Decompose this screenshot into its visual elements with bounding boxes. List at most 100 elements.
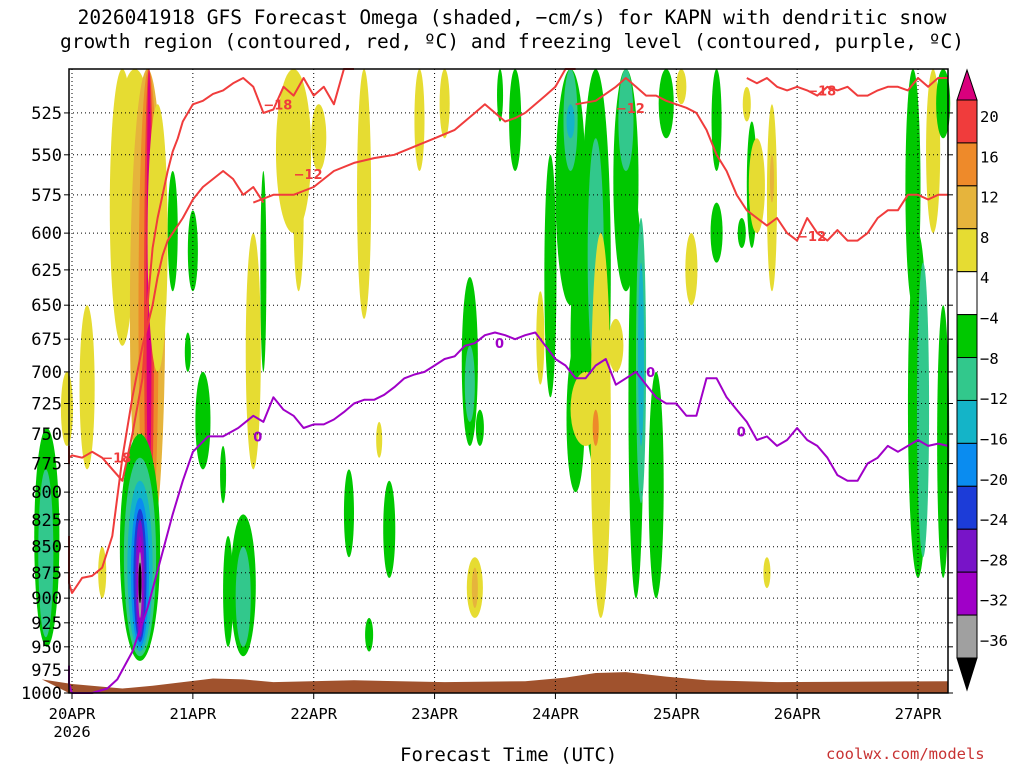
y-tick-label: 800 bbox=[31, 483, 62, 503]
y-tick-label: 825 bbox=[31, 511, 62, 531]
colorbar-label: −24 bbox=[980, 511, 1008, 529]
colorbar-band bbox=[956, 271, 978, 316]
contour-label-0: −18 bbox=[102, 452, 131, 467]
contour-label-7: 0 bbox=[495, 337, 504, 352]
y-tick-label: 725 bbox=[31, 394, 62, 414]
contour-line-0 bbox=[68, 68, 354, 482]
y-tick-label: 700 bbox=[31, 363, 62, 383]
colorbar-label: −12 bbox=[980, 390, 1008, 408]
contour-label-4: −12 bbox=[616, 102, 645, 117]
contour-lines bbox=[68, 68, 949, 694]
omega-shaded-region bbox=[916, 262, 930, 558]
contour-label-3: −12 bbox=[294, 168, 323, 183]
y-tick-label: 775 bbox=[31, 455, 62, 475]
colorbar-label: 20 bbox=[980, 108, 999, 126]
colorbar-label: −4 bbox=[980, 310, 999, 328]
y-axis: 525 550 575 600 625 650 675 700 725 750 775 800 825 8… bbox=[21, 104, 953, 704]
colorbar-label: −16 bbox=[980, 430, 1008, 448]
omega-shaded-region bbox=[685, 233, 698, 306]
chart-title-line-1: 2026041918 GFS Forecast Omega (shaded, −… bbox=[77, 6, 947, 29]
y-tick-label: 900 bbox=[31, 589, 62, 609]
colorbar-band bbox=[956, 528, 978, 573]
colorbar-band bbox=[956, 357, 978, 401]
omega-shaded-region bbox=[475, 409, 484, 446]
y-tick-label: 950 bbox=[31, 638, 62, 658]
omega-shaded-region bbox=[497, 69, 504, 122]
chart-title: 2026041918 GFS Forecast Omega (shaded, −… bbox=[0, 6, 1024, 54]
contour-label-6: 0 bbox=[253, 430, 262, 445]
omega-shaded-region bbox=[710, 202, 723, 263]
colorbar-label: 8 bbox=[980, 229, 989, 247]
y-tick-label: 875 bbox=[31, 564, 62, 584]
omega-shaded-region bbox=[590, 233, 611, 618]
colorbar-bottom-triangle bbox=[956, 657, 978, 692]
colorbar-label: −32 bbox=[980, 592, 1008, 610]
colorbar-band bbox=[956, 442, 978, 487]
omega-shaded-region bbox=[195, 371, 211, 470]
y-tick-label: 750 bbox=[31, 425, 62, 445]
y-tick-label: 650 bbox=[31, 296, 62, 316]
contour-label-1: −18 bbox=[263, 98, 292, 113]
x-tick-label: 25APR bbox=[653, 705, 700, 723]
omega-shaded-region bbox=[79, 305, 95, 470]
plot-frame bbox=[68, 68, 949, 694]
contour-line-1 bbox=[68, 170, 265, 595]
omega-shaded-region bbox=[235, 546, 251, 647]
omega-shaded-region bbox=[357, 69, 372, 319]
omega-shaded-region bbox=[471, 567, 478, 609]
x-tick-label: 24APR bbox=[532, 705, 579, 723]
x-axis: 20APR 21APR 22APR 23APR 24APR 25APR 26APR 27APR… bbox=[49, 693, 942, 741]
omega-shaded-region bbox=[648, 371, 664, 599]
y-tick-label: 625 bbox=[31, 261, 62, 281]
credit-text: coolwx.com/models bbox=[826, 745, 985, 763]
contour-line-4 bbox=[746, 77, 948, 97]
omega-shaded-region bbox=[414, 69, 425, 172]
omega-shaded-region bbox=[936, 69, 951, 139]
omega-shaded-region bbox=[38, 469, 54, 638]
y-tick-label: 600 bbox=[31, 224, 62, 244]
plot-background bbox=[69, 69, 948, 693]
y-tick-label: 575 bbox=[31, 186, 62, 206]
omega-shaded-region bbox=[293, 138, 304, 292]
colorbar-band bbox=[956, 399, 978, 444]
colorbar-band bbox=[956, 142, 978, 187]
colorbar-label: −28 bbox=[980, 551, 1008, 569]
chart-title-line-2: growth region (contoured, red, ºC) and f… bbox=[60, 30, 964, 53]
colorbar-band bbox=[956, 99, 978, 144]
y-tick-label: 1000 bbox=[21, 684, 62, 704]
colorbar-band bbox=[956, 485, 978, 530]
x-tick-label: 20APR bbox=[49, 705, 96, 723]
y-tick-label: 675 bbox=[31, 330, 62, 350]
colorbar-label: 16 bbox=[980, 148, 999, 166]
contour-label-5: −12 bbox=[797, 230, 826, 245]
x-tick-label: 27APR bbox=[895, 705, 942, 723]
omega-shaded-region bbox=[220, 445, 227, 504]
omega-shaded-region bbox=[464, 345, 475, 422]
omega-shaded-region bbox=[763, 557, 771, 589]
x-tick-year-label: 2026 bbox=[53, 723, 90, 741]
omega-shaded-region bbox=[509, 69, 522, 172]
contour-line-2 bbox=[252, 68, 576, 204]
omega-shaded-region bbox=[138, 562, 142, 604]
omega-shaded-region bbox=[223, 536, 234, 647]
contour-line-3 bbox=[575, 77, 948, 242]
omega-shaded-region bbox=[187, 210, 198, 292]
colorbar-band bbox=[956, 614, 978, 659]
grid-lines bbox=[69, 69, 948, 694]
y-tick-label: 525 bbox=[31, 104, 62, 124]
colorbar-label: −20 bbox=[980, 471, 1008, 489]
colorbar-label: 12 bbox=[980, 189, 999, 207]
omega-shaded-region bbox=[592, 409, 599, 446]
omega-shaded-region bbox=[618, 69, 634, 172]
y-tick-label: 925 bbox=[31, 614, 62, 634]
omega-shaded-region bbox=[937, 305, 950, 578]
omega-shaded-region bbox=[748, 138, 765, 234]
colorbar-band bbox=[956, 228, 978, 273]
colorbar-label: −36 bbox=[980, 632, 1008, 650]
x-tick-label: 22APR bbox=[290, 705, 337, 723]
omega-shaded-region bbox=[365, 617, 374, 652]
omega-shaded-region bbox=[742, 86, 751, 122]
omega-shaded-region bbox=[711, 69, 722, 172]
omega-shaded-region bbox=[184, 332, 191, 372]
